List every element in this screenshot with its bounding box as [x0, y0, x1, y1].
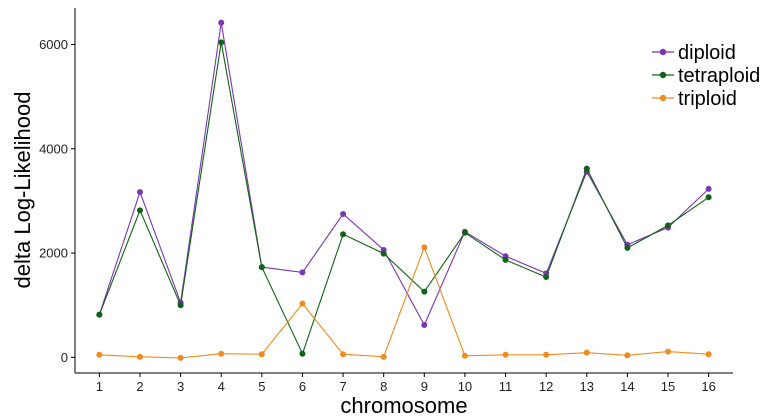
legend-item-tetraploid: tetraploid	[652, 65, 760, 87]
data-point	[543, 351, 550, 358]
data-point	[136, 207, 143, 214]
data-point	[299, 269, 306, 276]
legend-item-triploid: triploid	[652, 88, 737, 110]
data-point	[136, 189, 143, 196]
data-point	[624, 244, 631, 251]
data-point	[665, 348, 672, 355]
data-point	[340, 231, 347, 238]
data-point	[502, 351, 509, 358]
data-point	[421, 244, 428, 251]
legend-label: triploid	[678, 88, 737, 110]
data-point	[705, 185, 712, 192]
data-point	[461, 229, 468, 236]
data-point	[461, 352, 468, 359]
data-point	[340, 351, 347, 358]
data-point	[421, 322, 428, 329]
data-point	[665, 222, 672, 229]
series-line-tetraploid	[98, 42, 709, 356]
x-tick-label: 13	[580, 379, 594, 394]
data-point	[380, 353, 387, 360]
legend-item-diploid: diploid	[652, 42, 736, 64]
x-tick-label: 6	[299, 379, 306, 394]
series-layer	[96, 19, 712, 361]
y-tick-label: 0	[61, 350, 68, 365]
data-point	[96, 311, 103, 318]
data-point	[299, 300, 306, 307]
x-tick-label: 4	[218, 379, 225, 394]
legend-key-point	[659, 48, 667, 56]
y-tick-label: 4000	[39, 141, 68, 156]
data-point	[502, 256, 509, 263]
data-point	[218, 19, 225, 26]
data-point	[258, 264, 265, 271]
data-point	[624, 352, 631, 359]
x-tick-label: 1	[96, 379, 103, 394]
x-tick-label: 3	[177, 379, 184, 394]
data-point	[218, 39, 225, 46]
x-tick-label: 10	[458, 379, 472, 394]
x-tick-label: 7	[339, 379, 346, 394]
data-point	[705, 351, 712, 358]
x-tick-label: 9	[421, 379, 428, 394]
data-point	[177, 354, 184, 361]
data-point	[583, 349, 590, 356]
x-tick-label: 15	[661, 379, 675, 394]
legend-key-point	[659, 71, 667, 79]
data-point	[543, 274, 550, 281]
data-point	[340, 210, 347, 217]
y-axis-title: delta Log-Likelihood	[10, 92, 35, 289]
x-ticks: 1 2 3 4 5 6 7 8 9 10 11 12 13 14 15 16	[96, 373, 716, 394]
legend-label: diploid	[678, 42, 736, 64]
series-triploid	[96, 244, 712, 361]
legend-key-point	[659, 94, 667, 102]
data-point	[96, 351, 103, 358]
data-point	[380, 250, 387, 257]
x-tick-label: 11	[499, 379, 513, 394]
x-tick-label: 14	[620, 379, 634, 394]
x-tick-label: 12	[539, 379, 553, 394]
series-line-triploid	[99, 245, 709, 359]
legend-label: tetraploid	[678, 65, 760, 87]
x-tick-label: 16	[701, 379, 715, 394]
data-point	[299, 350, 306, 357]
data-point	[218, 350, 225, 357]
data-point	[136, 353, 143, 360]
data-point	[258, 351, 265, 358]
x-tick-label: 8	[380, 379, 387, 394]
series-line-diploid	[98, 22, 709, 327]
series-diploid	[96, 19, 712, 329]
data-point	[177, 302, 184, 309]
x-tick-label: 5	[258, 379, 265, 394]
x-axis-title: chromosome	[340, 393, 467, 417]
data-point	[421, 288, 428, 295]
series-tetraploid	[96, 39, 712, 357]
y-tick-label: 6000	[39, 37, 68, 52]
axes	[74, 8, 733, 374]
data-point	[705, 194, 712, 201]
y-ticks: 0 2000 4000 6000	[39, 37, 75, 365]
y-tick-label: 2000	[39, 246, 68, 261]
x-tick-label: 2	[136, 379, 143, 394]
data-point	[583, 165, 590, 172]
